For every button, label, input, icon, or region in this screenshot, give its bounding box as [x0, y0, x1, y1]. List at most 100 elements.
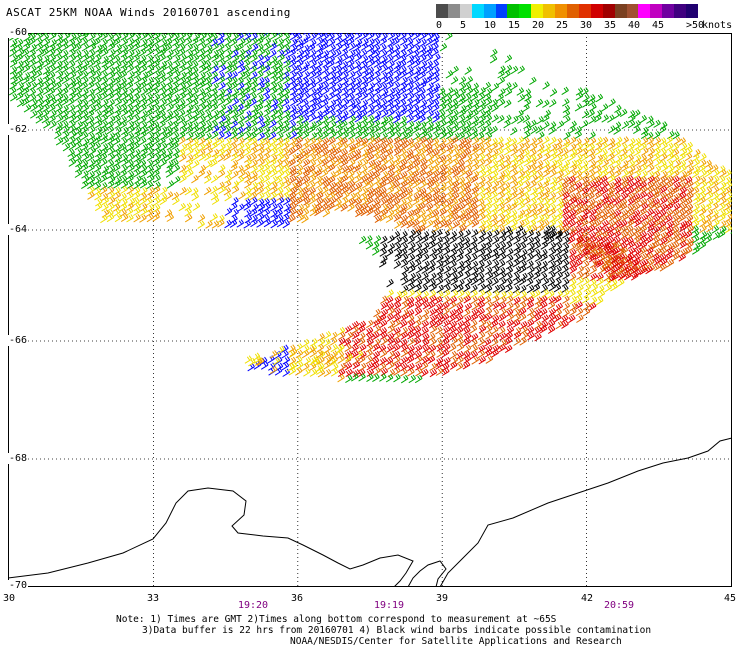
wind-barb: [54, 81, 62, 91]
wind-barb: [399, 104, 408, 114]
wind-barb: [471, 109, 479, 118]
wind-barb: [270, 181, 278, 191]
wind-barb: [223, 44, 232, 53]
lon-label-30: 30: [2, 593, 16, 604]
wind-barb: [190, 115, 199, 124]
wind-barb: [302, 125, 310, 134]
wind-barb: [140, 87, 149, 96]
scale-tick-label: 10: [484, 20, 497, 31]
wind-barb: [133, 136, 141, 145]
wind-barb: [190, 33, 195, 36]
wind-barb: [178, 92, 187, 101]
wind-barb: [146, 203, 155, 213]
wind-barb: [512, 272, 521, 282]
wind-barb: [139, 137, 147, 146]
wind-barb: [231, 180, 240, 189]
wind-barb: [490, 175, 498, 184]
wind-barb: [366, 86, 375, 96]
wind-barb: [379, 49, 388, 58]
wind-barb: [113, 158, 122, 167]
wind-barb: [379, 33, 384, 36]
wind-barb: [575, 147, 583, 156]
wind-barb: [146, 142, 154, 151]
wind-barb: [335, 37, 344, 46]
wind-barb: [456, 343, 465, 352]
wind-barb: [478, 170, 487, 179]
scale-tick-label: 25: [556, 20, 569, 31]
wind-barb: [145, 33, 154, 42]
wind-barb: [379, 242, 388, 251]
wind-barb: [463, 283, 471, 293]
wind-barb: [231, 148, 240, 157]
wind-barb: [693, 175, 701, 184]
wind-barb: [263, 70, 272, 79]
wind-barb: [288, 147, 296, 156]
wind-barb: [562, 295, 570, 304]
wind-barb: [405, 181, 413, 190]
wind-barb: [309, 33, 317, 42]
wind-barb: [463, 181, 472, 190]
wind-barb: [22, 76, 30, 85]
wind-barb: [425, 60, 434, 69]
wind-barb: [268, 119, 277, 129]
wind-barb: [315, 60, 324, 69]
wind-barb: [41, 33, 50, 42]
wind-barb: [120, 33, 124, 35]
wind-barb: [340, 33, 344, 35]
wind-barb: [80, 33, 89, 41]
lat-label-70: -70: [8, 580, 29, 591]
wind-barb: [107, 147, 116, 156]
wind-barb: [256, 94, 264, 103]
wind-barb: [327, 38, 336, 47]
wind-barb: [425, 202, 434, 212]
wind-barb: [165, 97, 174, 107]
wind-barb: [41, 48, 49, 57]
wind-barb: [133, 158, 142, 168]
wind-barb: [470, 147, 479, 156]
wind-barb: [497, 114, 505, 124]
wind-barb: [290, 97, 298, 107]
wind-barb: [16, 98, 25, 108]
wind-barb: [191, 174, 199, 184]
wind-barb: [400, 374, 409, 384]
wind-barb: [106, 92, 115, 101]
wind-barb: [276, 33, 281, 36]
wind-barb: [542, 121, 550, 130]
wind-barb: [301, 87, 310, 96]
scale-swatch: [507, 4, 520, 18]
wind-barb: [439, 131, 447, 140]
wind-barb: [433, 197, 441, 206]
wind-barb: [400, 142, 408, 151]
wind-barb: [366, 66, 375, 75]
wind-barb: [93, 187, 102, 196]
wind-barb: [185, 49, 194, 59]
wind-barb: [653, 119, 661, 128]
wind-barb: [301, 152, 310, 162]
wind-barb: [107, 175, 116, 184]
wind-barb: [113, 37, 121, 47]
wind-barb: [413, 148, 422, 157]
wind-barb: [127, 125, 135, 134]
wind-barb: [146, 159, 154, 168]
wind-barb: [289, 54, 297, 64]
wind-barb: [48, 104, 56, 113]
wind-barb: [449, 325, 457, 335]
wind-barb: [620, 186, 629, 195]
wind-barb: [61, 49, 69, 59]
wind-barb: [80, 99, 89, 108]
wind-barb: [119, 81, 127, 91]
wind-barb: [55, 64, 63, 74]
wind-barb: [113, 170, 121, 179]
wind-barb: [236, 131, 245, 140]
wind-barb: [431, 86, 439, 95]
wind-barb: [426, 176, 435, 185]
wind-barb: [497, 154, 505, 163]
wind-barb: [257, 203, 266, 212]
wind-barb: [513, 296, 521, 306]
wind-barb: [139, 76, 148, 86]
map-title: ASCAT 25KM NOAA Winds 20160701 ascending: [6, 6, 291, 19]
wind-barb: [74, 164, 83, 173]
wind-barb: [412, 93, 421, 102]
wind-barb: [87, 54, 95, 63]
scale-tick-label: 5: [460, 20, 467, 31]
